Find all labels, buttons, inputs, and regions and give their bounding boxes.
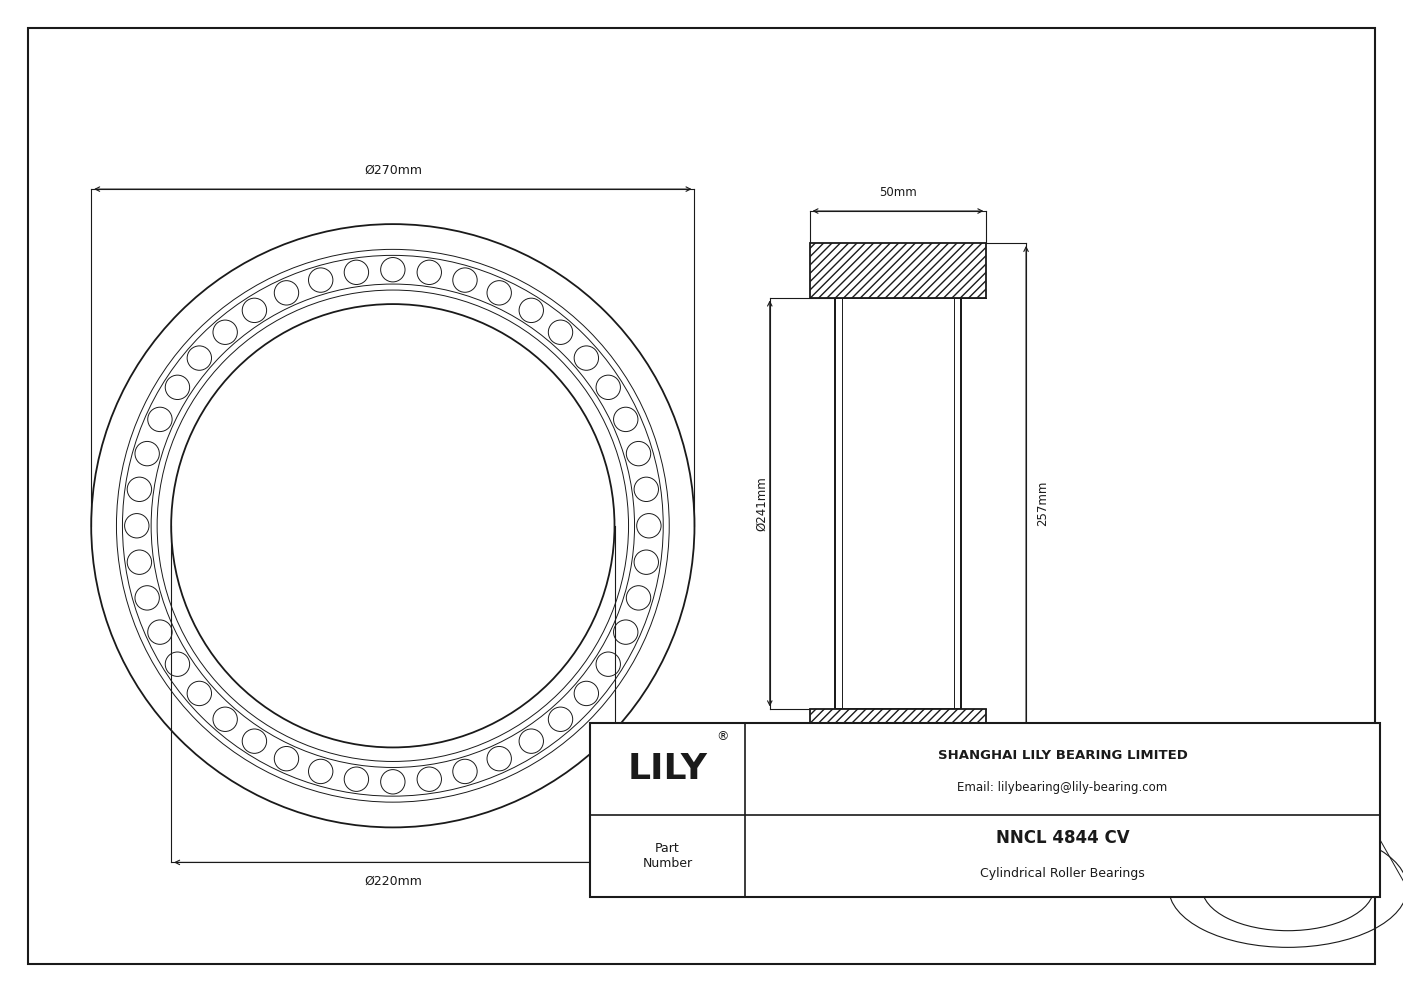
Text: 50mm: 50mm (880, 186, 916, 199)
Text: NNCL 4844 CV: NNCL 4844 CV (996, 829, 1129, 847)
Ellipse shape (1129, 759, 1368, 878)
Bar (835, 298, 961, 709)
Text: Ø241mm: Ø241mm (755, 476, 769, 531)
Text: ®: ® (717, 730, 728, 743)
Text: 257mm: 257mm (1035, 481, 1049, 526)
Text: Cylindrical Roller Bearings: Cylindrical Roller Bearings (981, 867, 1145, 881)
Text: Part
Number: Part Number (643, 842, 693, 870)
Text: Email: lilybearing@lily-bearing.com: Email: lilybearing@lily-bearing.com (957, 781, 1167, 794)
Bar (885, 764, 911, 802)
Bar (810, 243, 986, 298)
Ellipse shape (1163, 776, 1334, 861)
Text: 7mm: 7mm (923, 817, 953, 830)
Text: Ø4mm: Ø4mm (915, 807, 954, 820)
Text: Ø270mm: Ø270mm (363, 164, 422, 178)
Text: Ø220mm: Ø220mm (363, 874, 422, 888)
Text: SHANGHAI LILY BEARING LIMITED: SHANGHAI LILY BEARING LIMITED (937, 749, 1187, 762)
Bar (810, 709, 986, 764)
Bar (591, 723, 1381, 897)
Text: LILY: LILY (627, 752, 707, 786)
